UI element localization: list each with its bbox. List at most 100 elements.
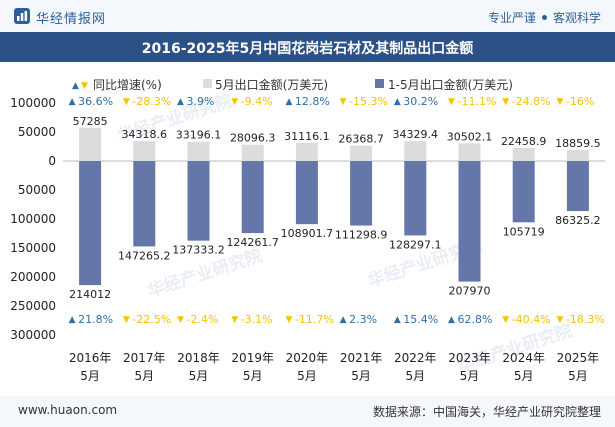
growth-down-icon: ▼: [231, 97, 238, 107]
data-label-monthly: 26368.7: [338, 133, 384, 146]
x-tick-label-month: 5月: [460, 369, 480, 383]
growth-down-icon: ▼: [123, 97, 130, 107]
legend-label-growth: 同比增速(%): [93, 78, 162, 92]
bar-monthly: [512, 147, 535, 161]
growth-up-icon: ▲: [177, 97, 184, 107]
bar-cumulative: [241, 161, 264, 234]
growth-down-icon: ▼: [556, 315, 563, 325]
growth-monthly-label: 3.9%: [187, 95, 215, 108]
x-tick-label-month: 5月: [189, 369, 209, 383]
growth-cumulative-label: 21.8%: [78, 313, 113, 326]
y-tick-label: 100000: [10, 96, 56, 110]
bar-monthly: [241, 144, 264, 161]
bar-cumulative: [566, 161, 589, 212]
legend-up-triangle-icon: ▲: [72, 81, 79, 91]
data-label-monthly: 57285: [73, 115, 108, 128]
data-label-cumulative: 137333.2: [172, 244, 225, 257]
legend-label-cumulative: 1-5月出口金额(万美元): [388, 77, 513, 92]
bar-cumulative: [512, 161, 535, 223]
x-tick-label-year: 2017年: [123, 351, 166, 365]
x-tick-label-year: 2023年: [448, 351, 491, 365]
data-label-cumulative: 105719: [503, 225, 545, 238]
slogan-right: 客观科学: [552, 11, 601, 25]
slogan: 专业严谨 客观科学: [488, 9, 601, 26]
growth-down-icon: ▼: [502, 315, 509, 325]
growth-cumulative-label: -18.3%: [566, 313, 605, 326]
footer: www.huaon.com 数据来源：中国海关，华经产业研究院整理: [0, 396, 615, 427]
data-label-monthly: 33196.1: [176, 129, 222, 142]
legend-swatch-monthly: [203, 79, 212, 88]
y-tick-label: 100000: [10, 212, 56, 226]
huajing-logo-icon: [14, 8, 30, 24]
title-bar: 2016-2025年5月中国花岗岩石材及其制品出口金额: [0, 32, 615, 62]
y-tick-label: 250000: [10, 299, 56, 313]
growth-down-icon: ▼: [285, 315, 292, 325]
growth-up-icon: ▲: [448, 315, 455, 325]
y-tick-label: 50000: [18, 125, 56, 139]
growth-down-icon: ▼: [448, 97, 455, 107]
bar-monthly: [295, 142, 318, 161]
x-tick-label-year: 2024年: [502, 351, 545, 365]
data-label-cumulative: 128297.1: [389, 238, 442, 251]
growth-down-icon: ▼: [231, 315, 238, 325]
growth-monthly-label: -9.4%: [241, 95, 273, 108]
bar-monthly: [404, 141, 427, 161]
growth-up-icon: ▲: [340, 315, 347, 325]
bar-monthly: [566, 150, 589, 161]
data-label-cumulative: 86325.2: [555, 214, 601, 227]
bar-cumulative: [133, 161, 156, 247]
growth-up-icon: ▲: [69, 97, 76, 107]
top-bar: 华经情报网 专业严谨 客观科学: [0, 0, 615, 32]
growth-down-icon: ▼: [123, 315, 130, 325]
growth-monthly-label: -16%: [566, 95, 594, 108]
data-label-cumulative: 147265.2: [118, 249, 171, 262]
growth-monthly-label: -28.3%: [132, 95, 171, 108]
x-tick-label-year: 2020年: [286, 351, 329, 365]
x-tick-label-month: 5月: [134, 369, 154, 383]
y-tick-label: 50000: [18, 183, 56, 197]
growth-cumulative-label: 2.3%: [349, 313, 377, 326]
x-tick-label-year: 2021年: [340, 351, 383, 365]
data-label-monthly: 34329.4: [393, 128, 439, 141]
growth-up-icon: ▲: [285, 97, 292, 107]
growth-cumulative-label: -2.4%: [187, 313, 219, 326]
data-label-cumulative: 111298.9: [335, 229, 388, 242]
y-tick-label: 150000: [10, 241, 56, 255]
bar-cumulative: [295, 161, 318, 225]
x-tick-label-year: 2016年: [69, 351, 112, 365]
data-label-cumulative: 207970: [449, 285, 491, 298]
x-tick-label-month: 5月: [568, 369, 588, 383]
growth-monthly-label: 30.2%: [403, 95, 438, 108]
growth-cumulative-label: -22.5%: [132, 313, 171, 326]
data-label-monthly: 22458.9: [501, 135, 547, 148]
growth-monthly-label: 36.6%: [78, 95, 113, 108]
legend-label-monthly: 5月出口金额(万美元): [215, 77, 328, 92]
data-label-monthly: 18859.5: [555, 137, 601, 150]
growth-cumulative-label: -11.7%: [295, 313, 334, 326]
y-tick-label: 200000: [10, 270, 56, 284]
growth-monthly-label: 12.8%: [295, 95, 330, 108]
growth-monthly-label: -11.1%: [458, 95, 497, 108]
data-label-cumulative: 124261.7: [226, 236, 279, 249]
bar-monthly: [350, 145, 373, 161]
growth-cumulative-label: 15.4%: [403, 313, 438, 326]
x-tick-label-month: 5月: [351, 369, 371, 383]
bar-monthly: [187, 141, 210, 161]
slogan-separator-dot: [541, 15, 547, 20]
growth-down-icon: ▼: [556, 97, 563, 107]
data-label-cumulative: 108901.7: [281, 227, 334, 240]
data-label-monthly: 34318.6: [122, 128, 168, 141]
site-name: 华经情报网: [36, 12, 107, 27]
x-tick-label-month: 5月: [514, 369, 534, 383]
growth-cumulative-label: -40.4%: [512, 313, 551, 326]
x-tick-label-month: 5月: [405, 369, 425, 383]
chart-title: 2016-2025年5月中国花岗岩石材及其制品出口金额: [141, 41, 474, 57]
y-tick-label: 300000: [10, 328, 56, 342]
x-tick-label-year: 2022年: [394, 351, 437, 365]
footer-url[interactable]: www.huaon.com: [18, 403, 118, 417]
bar-cumulative: [458, 161, 481, 282]
footer-source: 数据来源：中国海关，华经产业研究院整理: [372, 405, 601, 419]
bar-monthly: [79, 127, 102, 161]
legend-down-triangle-icon: ▼: [81, 81, 88, 91]
bar-cumulative: [350, 161, 373, 226]
